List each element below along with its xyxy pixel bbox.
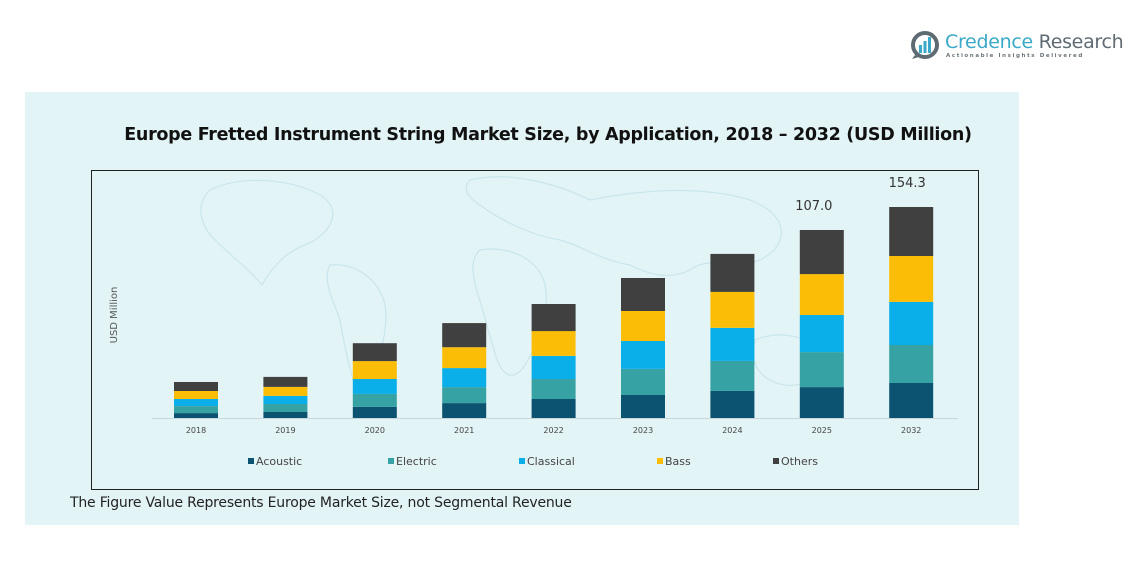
bar-segment-bass-2024	[710, 291, 755, 328]
data-label-2032: 154.3	[889, 176, 926, 191]
bar-segment-acoustic-2018	[174, 413, 218, 418]
legend-label-others: Others	[781, 455, 818, 468]
bar-segment-classical-2032	[889, 301, 934, 345]
legend-label-bass: Bass	[665, 455, 691, 468]
bar-segment-classical-2025	[799, 315, 844, 353]
bar-segment-electric-2025	[799, 352, 844, 388]
bar-segment-bass-2032	[889, 256, 934, 302]
chart-title: Europe Fretted Instrument String Market …	[124, 125, 972, 145]
x-tick-label-2022: 2022	[543, 426, 563, 435]
bar-segment-electric-2022	[531, 379, 576, 399]
bar-segment-acoustic-2021	[442, 403, 487, 418]
bar-segment-electric-2021	[442, 387, 487, 404]
bar-segment-acoustic-2023	[621, 395, 665, 418]
bar-chart-logo-icon	[911, 31, 939, 59]
brand-name-part1: Credence	[945, 31, 1033, 53]
bar-segment-bass-2022	[531, 331, 576, 356]
bar-segment-electric-2032	[889, 345, 934, 383]
bar-segment-classical-2020	[352, 379, 397, 394]
bar-segment-others-2025	[799, 230, 844, 275]
bar-segment-others-2022	[531, 304, 576, 332]
brand-tagline: Actionable Insights Delivered	[946, 53, 1084, 59]
bar-segment-classical-2024	[710, 327, 755, 361]
legend-label-acoustic: Acoustic	[256, 455, 302, 468]
legend-label-classical: Classical	[527, 455, 575, 468]
legend-swatch-classical	[519, 458, 525, 464]
data-labels: 107.0 154.3	[795, 176, 926, 214]
bar-segment-acoustic-2024	[710, 390, 755, 418]
bar-segment-bass-2019	[263, 386, 308, 396]
bar-segment-classical-2018	[174, 399, 218, 406]
brand-name-part2: Research	[1038, 31, 1124, 53]
bar-segment-others-2020	[352, 343, 397, 362]
data-label-2025: 107.0	[795, 199, 832, 214]
bar-segment-electric-2024	[710, 360, 755, 391]
bar-segment-bass-2025	[799, 274, 844, 315]
bar-segment-bass-2021	[442, 347, 487, 369]
legend: Acoustic Electric Classical Bass Others	[248, 455, 818, 468]
credence-research-logo: Credence Research Actionable Insights De…	[910, 30, 1124, 64]
bar-segment-others-2018	[174, 382, 218, 391]
bar-segment-electric-2023	[621, 369, 665, 395]
legend-label-electric: Electric	[396, 455, 437, 468]
bar-segment-acoustic-2020	[352, 406, 397, 418]
bar-segment-bass-2023	[621, 311, 665, 341]
bar-segment-classical-2021	[442, 368, 487, 388]
bar-segment-others-2021	[442, 323, 487, 348]
plot-frame	[91, 170, 979, 490]
bar-segment-electric-2020	[352, 393, 397, 407]
bar-segment-acoustic-2032	[889, 383, 934, 418]
x-tick-label-2020: 2020	[365, 426, 385, 435]
bars-group	[174, 207, 934, 418]
legend-swatch-others	[773, 458, 779, 464]
x-tick-label-2024: 2024	[722, 426, 742, 435]
bar-segment-others-2019	[263, 376, 308, 387]
bar-segment-others-2023	[621, 278, 665, 311]
legend-swatch-acoustic	[248, 458, 254, 464]
x-tick-label-2032: 2032	[901, 426, 921, 435]
bar-segment-classical-2023	[621, 341, 665, 369]
bar-segment-bass-2018	[174, 390, 218, 399]
x-tick-label-2018: 2018	[186, 426, 206, 435]
x-tick-label-2021: 2021	[454, 426, 474, 435]
bar-segment-electric-2019	[263, 403, 308, 412]
chart-panel: Europe Fretted Instrument String Market …	[25, 92, 1019, 525]
x-tick-label-2025: 2025	[812, 426, 832, 435]
bar-segment-classical-2019	[263, 395, 308, 404]
bar-segment-acoustic-2019	[263, 412, 308, 418]
footnote: The Figure Value Represents Europe Marke…	[70, 495, 572, 511]
x-tick-labels: 2018 2019 2020 2021 2022 2023 2024 2025 2032	[186, 426, 922, 435]
bar-segment-others-2032	[889, 207, 934, 256]
brand-name: Credence Research	[945, 31, 1124, 53]
x-tick-label-2023: 2023	[633, 426, 653, 435]
bar-segment-acoustic-2025	[799, 387, 844, 418]
bar-segment-others-2024	[710, 253, 755, 292]
y-axis-label: USD Million	[109, 287, 120, 344]
bar-segment-acoustic-2022	[531, 399, 576, 418]
bar-segment-bass-2020	[352, 361, 397, 379]
bar-segment-classical-2022	[531, 356, 576, 379]
x-tick-label-2019: 2019	[275, 426, 295, 435]
legend-swatch-bass	[657, 458, 663, 464]
legend-swatch-electric	[388, 458, 394, 464]
bar-segment-electric-2018	[174, 406, 218, 414]
